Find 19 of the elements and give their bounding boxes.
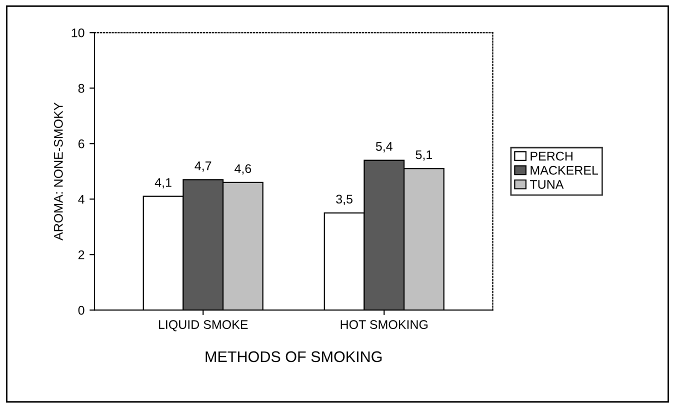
x-tick-label: HOT SMOKING [340, 320, 428, 329]
data-label: 4,1 [154, 178, 172, 188]
y-tick-label: 10 [72, 28, 84, 38]
y-tick-label: 4 [78, 195, 84, 204]
y-tick-label: 2 [78, 250, 84, 260]
x-tick-label: LIQUID SMOKE [158, 320, 248, 332]
data-label: 3,5 [336, 194, 352, 206]
legend-label: TUNA [530, 180, 564, 189]
y-tick-label: 6 [78, 139, 84, 148]
y-tick-label: 8 [78, 84, 84, 93]
legend-label: PERCH [530, 152, 572, 161]
data-label: 4,7 [194, 162, 212, 172]
legend-label: MACKEREL [530, 166, 598, 175]
data-label: 5,4 [376, 142, 392, 152]
data-label: 5,1 [416, 150, 432, 161]
y-axis-title: AROMA: NONE-SMOKY [54, 102, 63, 240]
data-label: 4,6 [234, 164, 252, 175]
x-axis-title: METHODS OF SMOKING [206, 351, 382, 362]
y-tick-label: 0 [78, 306, 84, 315]
